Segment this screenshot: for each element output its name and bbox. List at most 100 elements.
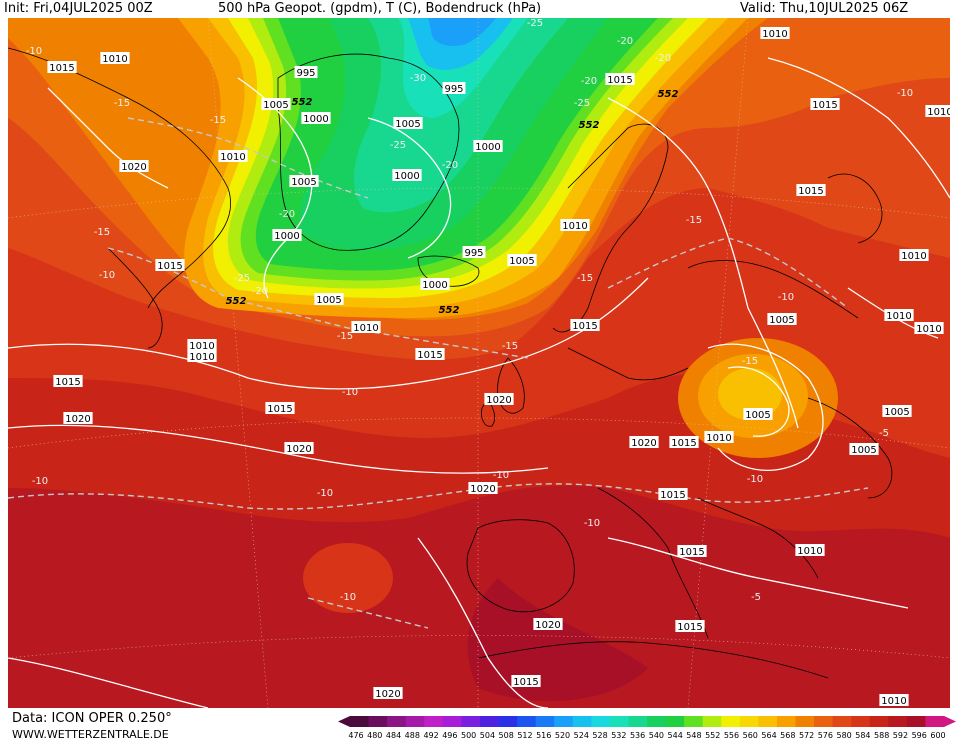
pressure-label-text: 995: [464, 248, 483, 259]
pressure-label-text: 1010: [797, 546, 822, 557]
pressure-label: 995: [462, 246, 486, 259]
isobars: [8, 57, 950, 708]
field-band-524: [428, 18, 496, 46]
legend-tick-label: 584: [855, 731, 870, 740]
legend-swatch: [832, 716, 852, 727]
pressure-label-text: 1015: [677, 622, 702, 633]
legend-swatch: [776, 716, 796, 727]
legend-arrow-left: [338, 716, 350, 727]
temperature-label-text: -25: [234, 273, 250, 284]
pressure-label-text: 1015: [572, 321, 597, 332]
temperature-label: -10: [32, 476, 48, 487]
temperature-label-text: -20: [442, 160, 458, 171]
temperature-label: -25: [527, 18, 543, 29]
pressure-label: 1005: [849, 443, 879, 456]
legend-swatch: [814, 716, 834, 727]
pressure-label: 1010: [100, 52, 130, 65]
pressure-label-text: 1010: [189, 341, 214, 352]
pressure-label: 1015: [415, 348, 445, 361]
legend-swatch: [461, 716, 481, 727]
temperature-label-text: -10: [99, 270, 115, 281]
map-header: Init: Fri,04JUL2025 00Z 500 hPa Geopot. …: [0, 0, 959, 18]
field-east-560: [718, 368, 782, 420]
pressure-label: 1020: [629, 436, 659, 449]
legend-swatch: [591, 716, 611, 727]
pressure-label-text: 1015: [660, 490, 685, 501]
pressure-label-text: 995: [444, 84, 463, 95]
pressure-label-text: 1015: [49, 63, 74, 74]
temperature-label-text: -10: [897, 88, 913, 99]
legend-tick-label: 588: [874, 731, 889, 740]
pressure-label-text: 1010: [901, 251, 926, 262]
temperature-label-text: -25: [574, 98, 590, 109]
temperature-label: -15: [686, 215, 702, 226]
pressure-label: 1020: [373, 687, 403, 700]
pressure-label: 1015: [265, 402, 295, 415]
geopotential-label-text: 552: [579, 120, 600, 131]
temperature-label-text: -15: [742, 356, 758, 367]
contour-labels: 1015 1010 1005 995 1000 1010 1020 1005 1000 1015 1…: [26, 18, 950, 707]
pressure-label: 1000: [301, 112, 331, 125]
pressure-label: 1000: [473, 140, 503, 153]
pressure-label: 1015: [570, 319, 600, 332]
pressure-label: 1010: [925, 105, 950, 118]
legend-tick-label: 520: [555, 731, 570, 740]
pressure-label: 1010: [914, 322, 944, 335]
pressure-label-text: 1010: [562, 221, 587, 232]
temperature-label: -30: [410, 73, 426, 84]
legend-tick-label: 532: [611, 731, 626, 740]
legend-tick-label: 528: [592, 731, 607, 740]
color-legend: 476 480 484 488 492 496 500 504 508 512 516 520 524 5…: [338, 714, 956, 740]
temperature-label-text: -20: [252, 286, 268, 297]
pressure-label-text: 1010: [762, 29, 787, 40]
temperature-label: -15: [502, 341, 518, 352]
legend-tick-label: 552: [705, 731, 720, 740]
temperature-label-text: -20: [617, 36, 633, 47]
weather-map[interactable]: 1015 1010 1005 995 1000 1010 1020 1005 1000 1015 1…: [8, 18, 950, 708]
legend-tick-label: 540: [649, 731, 664, 740]
temperature-label-text: -15: [114, 98, 130, 109]
temperature-label-text: -10: [340, 592, 356, 603]
legend-swatch: [554, 716, 574, 727]
legend-swatch: [350, 716, 370, 727]
legend-swatch: [628, 716, 648, 727]
legend-swatch: [851, 716, 871, 727]
pressure-label-text: 1000: [394, 171, 419, 182]
pressure-label: 1010: [560, 219, 590, 232]
valid-time: Valid: Thu,10JUL2025 06Z: [740, 1, 909, 16]
pressure-label: 1015: [810, 98, 840, 111]
temperature-label-text: -10: [317, 488, 333, 499]
temperature-label-text: -15: [502, 341, 518, 352]
graticule: [8, 18, 950, 708]
pressure-label-text: 1005: [395, 119, 420, 130]
legend-tick-label: 504: [480, 731, 495, 740]
temperature-label-text: -10: [778, 292, 794, 303]
temperature-label-text: -25: [390, 140, 406, 151]
temperature-label: -25: [234, 273, 250, 284]
pressure-label-text: 1015: [798, 186, 823, 197]
temperature-label-text: -10: [32, 476, 48, 487]
legend-tick-label: 536: [630, 731, 645, 740]
pressure-label-text: 1020: [375, 689, 400, 700]
geopotential-label: 552: [439, 305, 460, 316]
pressure-label-text: 1020: [470, 484, 495, 495]
temperature-label: -20: [252, 286, 268, 297]
temperature-label: -20: [655, 53, 671, 64]
geopotential-label-text: 552: [439, 305, 460, 316]
pressure-label-text: 1005: [851, 445, 876, 456]
pressure-label-text: 1015: [812, 100, 837, 111]
temperature-label: -10: [897, 88, 913, 99]
legend-swatch: [702, 716, 722, 727]
legend-swatch: [424, 716, 444, 727]
pressure-label: 1010: [187, 339, 217, 352]
pressure-label: 1020: [284, 442, 314, 455]
legend-swatch: [906, 716, 926, 727]
legend-tick-label: 500: [461, 731, 476, 740]
pressure-label-text: 1005: [291, 177, 316, 188]
pressure-label: 1020: [468, 482, 498, 495]
temperature-label: -10: [584, 518, 600, 529]
pressure-label: 1015: [53, 375, 83, 388]
temperature-label-text: -5: [879, 428, 889, 439]
temperature-label-text: -10: [493, 470, 509, 481]
temperature-label: -15: [577, 273, 593, 284]
